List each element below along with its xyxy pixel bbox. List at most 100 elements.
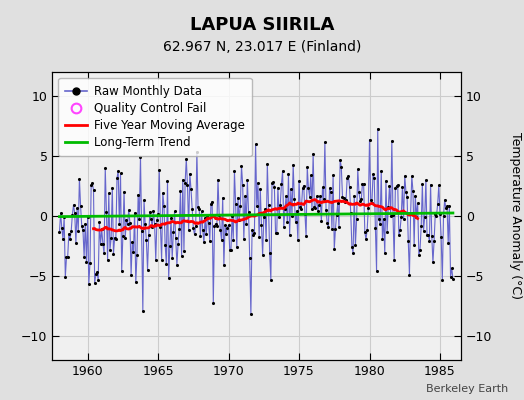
Point [292, 208, 301, 214]
Point [156, 224, 165, 230]
Point [133, 252, 141, 258]
Point [257, 222, 266, 228]
Point [288, 213, 296, 219]
Point [274, 184, 282, 191]
Point [377, 168, 386, 174]
Point [441, 196, 449, 203]
Point [180, 248, 188, 254]
Point [234, 194, 242, 201]
Point [317, 218, 325, 224]
Point [213, 222, 221, 229]
Point [446, 274, 455, 280]
Point [443, 203, 451, 210]
Point [304, 185, 313, 192]
Point [170, 208, 179, 215]
Point [408, 173, 416, 179]
Point [378, 236, 387, 242]
Point [256, 186, 265, 192]
Point [188, 206, 196, 212]
Point [129, 249, 138, 256]
Point [303, 164, 311, 170]
Point [425, 237, 433, 244]
Point [315, 202, 323, 208]
Point [247, 311, 255, 318]
Point [364, 204, 373, 211]
Point [84, 280, 93, 287]
Point [252, 141, 260, 147]
Point [160, 203, 168, 209]
Point [280, 224, 288, 231]
Point [363, 227, 372, 233]
Point [162, 261, 170, 267]
Point [277, 181, 286, 188]
Point [152, 217, 161, 224]
Point [429, 259, 437, 266]
Point [297, 206, 305, 212]
Point [394, 182, 402, 188]
Point [266, 250, 274, 256]
Point [241, 193, 249, 200]
Point [178, 253, 186, 260]
Point [77, 203, 85, 210]
Point [146, 208, 154, 215]
Point [216, 226, 225, 233]
Point [269, 179, 277, 186]
Point [358, 180, 367, 187]
Point [296, 204, 304, 210]
Point [439, 212, 447, 219]
Point [159, 190, 167, 196]
Point [142, 237, 150, 244]
Point [359, 181, 368, 187]
Point [210, 223, 219, 229]
Point [436, 210, 444, 217]
Point [418, 181, 427, 188]
Point [243, 177, 252, 184]
Point [116, 170, 125, 177]
Point [107, 235, 115, 241]
Point [331, 226, 340, 232]
Point [217, 237, 226, 243]
Point [397, 214, 406, 220]
Point [399, 216, 408, 223]
Point [412, 214, 421, 220]
Point [96, 241, 105, 247]
Point [101, 165, 110, 171]
Point [373, 267, 381, 274]
Point [355, 189, 363, 195]
Point [375, 216, 383, 222]
Point [212, 220, 220, 227]
Point [326, 189, 335, 195]
Point [150, 221, 159, 227]
Point [337, 164, 345, 170]
Point [64, 231, 73, 237]
Point [286, 232, 294, 238]
Point [125, 207, 133, 213]
Point [261, 206, 269, 212]
Point [356, 198, 364, 204]
Point [117, 268, 126, 274]
Text: Berkeley Earth: Berkeley Earth [426, 384, 508, 394]
Point [301, 210, 309, 217]
Point [236, 202, 245, 209]
Point [154, 210, 162, 217]
Point [99, 241, 107, 247]
Point [113, 175, 121, 182]
Point [281, 206, 289, 212]
Point [165, 275, 173, 282]
Point [73, 205, 81, 211]
Point [222, 231, 231, 238]
Point [227, 247, 235, 253]
Point [354, 166, 362, 173]
Point [191, 223, 200, 230]
Point [434, 182, 443, 188]
Point [215, 212, 223, 218]
Point [442, 205, 450, 212]
Point [139, 308, 147, 314]
Point [357, 196, 365, 202]
Point [239, 236, 248, 242]
Point [342, 197, 350, 203]
Point [335, 224, 343, 231]
Point [106, 247, 114, 253]
Point [69, 202, 78, 208]
Point [137, 228, 146, 234]
